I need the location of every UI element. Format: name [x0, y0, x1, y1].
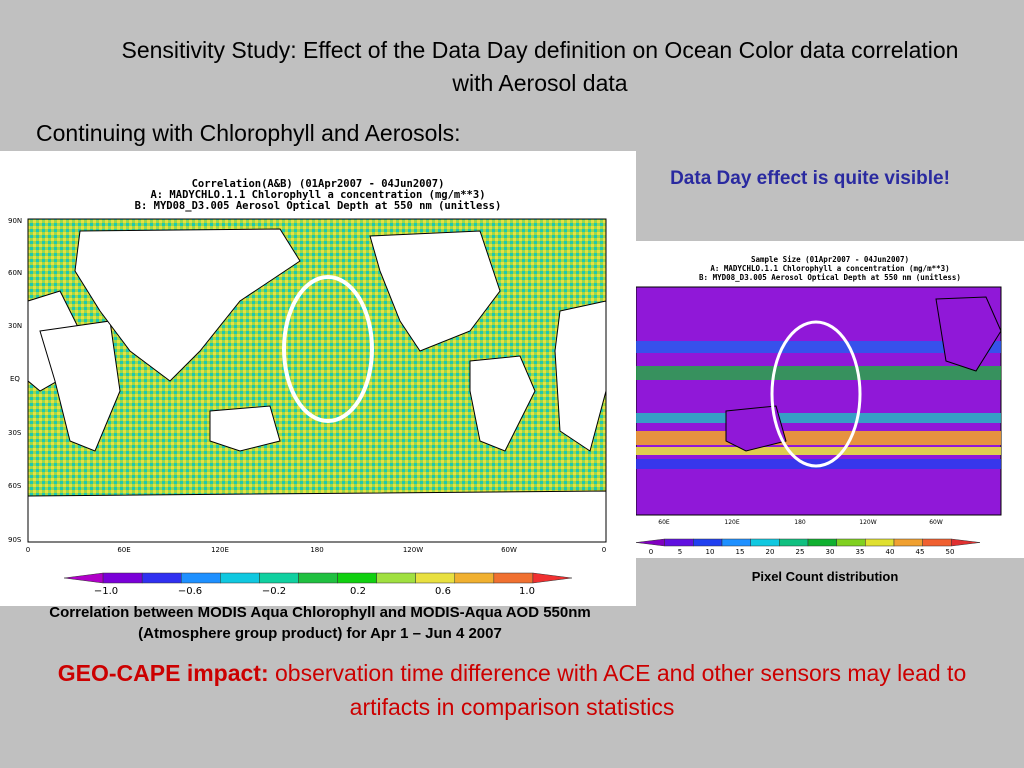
impact-label: GEO-CAPE impact: — [57, 660, 269, 686]
colorbar-label: 30 — [826, 548, 835, 556]
sample-size-map-title-line1: Sample Size (01Apr2007 - 04Jun2007) — [750, 255, 910, 264]
colorbar-label: 20 — [766, 548, 775, 556]
lat-label: 60S — [8, 482, 22, 490]
colorbar-swatch — [454, 572, 495, 584]
colorbar-swatch — [951, 538, 981, 547]
colorbar-label: −0.2 — [262, 586, 286, 597]
correlation-map-title-line2: A: MADYCHLO.1.1 Chlorophyll a concentrat… — [150, 189, 486, 201]
lon-label: 0 — [602, 546, 606, 554]
colorbar-swatch — [220, 572, 260, 584]
colorbar-swatch — [180, 572, 221, 584]
lon-label: 120W — [859, 519, 876, 526]
lon-label: 180 — [794, 519, 806, 526]
colorbar-label: 25 — [796, 548, 805, 556]
colorbar-swatch — [376, 572, 416, 584]
colorbar-swatch — [750, 538, 780, 547]
colorbar-swatch — [836, 538, 866, 547]
colorbar-label: 5 — [678, 548, 682, 556]
lon-label: 60E — [658, 519, 670, 526]
sample-size-map-graphic: 60E 120E 180 120W 60W 0 5 10 15 20 25 30… — [636, 286, 1002, 556]
colorbar-label: 35 — [856, 548, 865, 556]
colorbar-swatch — [779, 538, 809, 547]
data-band — [636, 366, 1001, 380]
landmass — [725, 405, 787, 452]
correlation-map-title-line1: Correlation(A&B) (01Apr2007 - 04Jun2007) — [191, 178, 445, 190]
correlation-map-graphic: 90N 60N 30N EQ 30S 60S 90S 0 60E 120E 18… — [8, 217, 607, 597]
correlation-caption: Correlation between MODIS Aqua Chlorophy… — [49, 604, 591, 642]
colorbar-label: 1.0 — [519, 586, 535, 597]
lon-label: 60E — [117, 546, 130, 554]
colorbar-label: 0 — [649, 548, 653, 556]
lon-label: 120W — [403, 546, 423, 554]
colorbar-swatch — [493, 572, 534, 584]
lon-label: 120E — [724, 519, 739, 526]
landmass — [74, 228, 301, 382]
lat-label: EQ — [10, 375, 20, 383]
data-band — [636, 413, 1001, 423]
colorbar-swatch — [532, 572, 573, 584]
sample-size-map-title: Sample Size (01Apr2007 - 04Jun2007) A: M… — [636, 255, 1024, 282]
pixel-count-caption: Pixel Count distribution — [751, 569, 899, 584]
sample-size-map-panel: Sample Size (01Apr2007 - 04Jun2007) A: M… — [636, 241, 1024, 558]
correlation-map-title-line3: B: MYD08_D3.005 Aerosol Optical Depth at… — [134, 200, 502, 212]
data-band — [636, 431, 1001, 445]
colorbar-swatch — [664, 538, 694, 547]
colorbar-swatch — [259, 572, 299, 584]
landmass — [369, 230, 501, 352]
data-band — [636, 447, 1001, 455]
colorbar-swatch — [298, 572, 338, 584]
colorbar-swatch — [141, 572, 182, 584]
lat-label: 30S — [8, 429, 22, 437]
sample-size-map-title-line2: A: MADYCHLO.1.1 Chlorophyll a concentrat… — [710, 264, 950, 273]
impact-statement: GEO-CAPE impact: observation time differ… — [20, 656, 1004, 724]
colorbar-swatch — [807, 538, 837, 547]
colorbar-label: −0.6 — [178, 586, 202, 597]
impact-text: observation time difference with ACE and… — [268, 660, 967, 720]
colorbar-swatch — [415, 572, 456, 584]
colorbar-swatch — [865, 538, 895, 547]
callout-text: Data Day effect is quite visible! — [670, 168, 950, 189]
data-band — [636, 341, 1001, 353]
colorbar-swatch — [893, 538, 923, 547]
lon-label: 0 — [26, 546, 30, 554]
lon-label: 60W — [501, 546, 517, 554]
colorbar-swatch — [693, 538, 723, 547]
lat-label: 90N — [8, 217, 22, 225]
colorbar-label: 0.6 — [435, 586, 451, 597]
lat-label: 90S — [8, 536, 22, 544]
lon-label: 60W — [929, 519, 943, 526]
colorbar-swatch — [636, 538, 665, 547]
correlation-map-title: Correlation(A&B) (01Apr2007 - 04Jun2007)… — [0, 179, 636, 212]
colorbar-swatch — [922, 538, 952, 547]
colorbar-swatch — [721, 538, 751, 547]
lat-label: 60N — [8, 269, 22, 277]
colorbar-label: 10 — [706, 548, 715, 556]
highlight-ellipse — [282, 275, 374, 423]
landmass — [209, 405, 281, 452]
colorbar-label: 40 — [886, 548, 895, 556]
correlation-colorbar — [63, 572, 573, 584]
colorbar-label: 15 — [736, 548, 745, 556]
colorbar-label: 0.2 — [350, 586, 366, 597]
lon-label: 120E — [211, 546, 229, 554]
colorbar-label: 45 — [916, 548, 925, 556]
slide-title: Sensitivity Study: Effect of the Data Da… — [121, 37, 959, 96]
landmass — [469, 355, 536, 452]
colorbar-label: −1.0 — [94, 586, 118, 597]
data-band — [636, 459, 1001, 469]
landmass — [935, 296, 1002, 372]
antarctica — [27, 490, 607, 543]
colorbar-swatch — [63, 572, 104, 584]
landmass — [554, 300, 607, 452]
pixel-count-colorbar — [636, 538, 981, 547]
colorbar-swatch — [337, 572, 377, 584]
section-subtitle: Continuing with Chlorophyll and Aerosols… — [36, 120, 461, 146]
colorbar-label: 50 — [946, 548, 955, 556]
colorbar-swatch — [102, 572, 143, 584]
sample-size-map-title-line3: B: MYD08_D3.005 Aerosol Optical Depth at… — [699, 273, 961, 282]
correlation-map-panel: Correlation(A&B) (01Apr2007 - 04Jun2007)… — [0, 151, 636, 606]
lat-label: 30N — [8, 322, 22, 330]
lon-label: 180 — [310, 546, 323, 554]
highlight-ellipse — [770, 320, 862, 468]
